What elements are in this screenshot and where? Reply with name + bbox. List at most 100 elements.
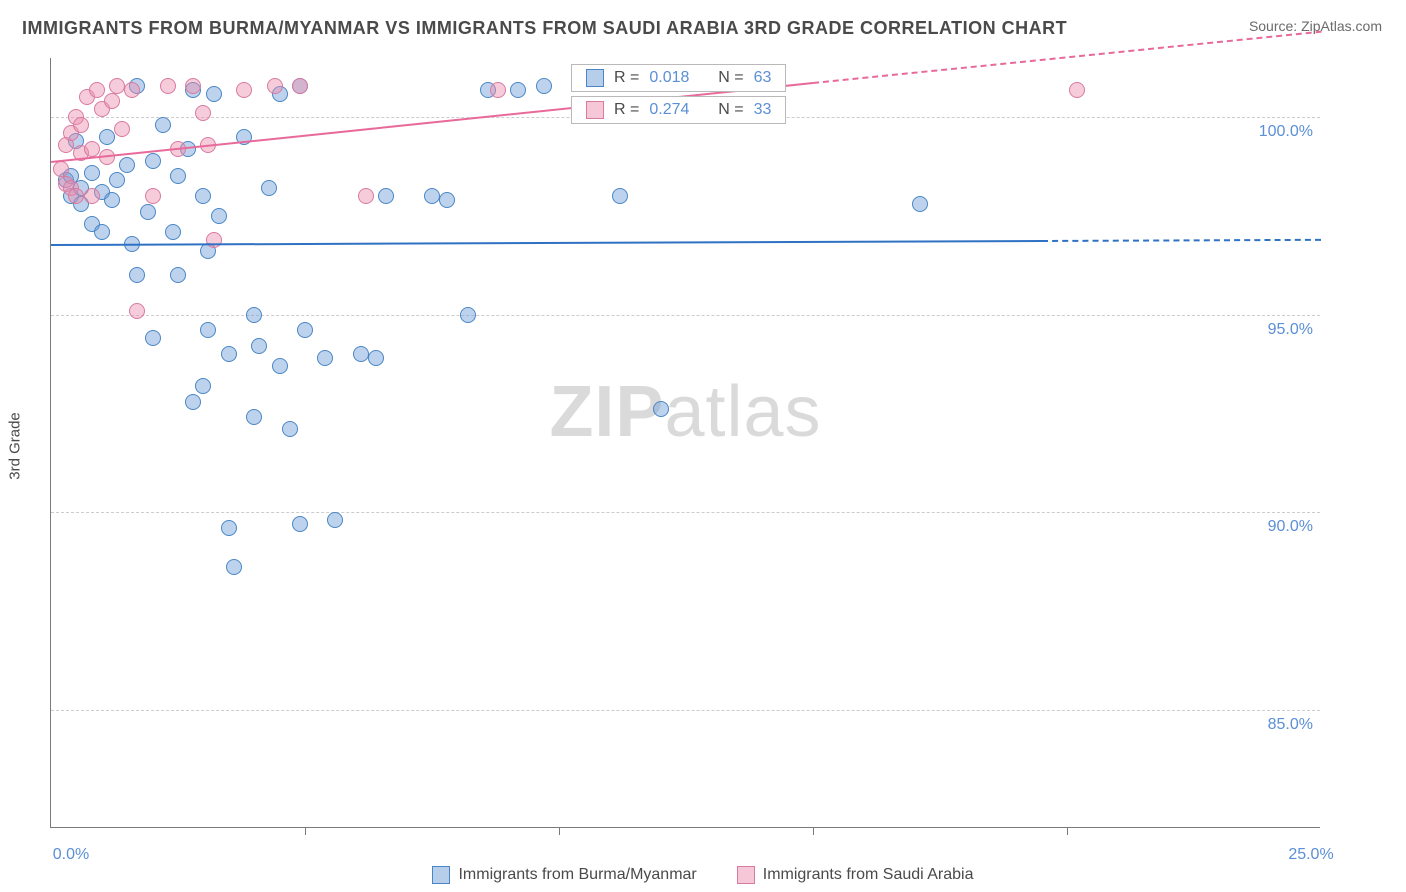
data-point bbox=[297, 322, 313, 338]
chart-container: IMMIGRANTS FROM BURMA/MYANMAR VS IMMIGRA… bbox=[0, 0, 1406, 892]
data-point bbox=[327, 512, 343, 528]
data-point bbox=[292, 516, 308, 532]
data-point bbox=[317, 350, 333, 366]
data-point bbox=[104, 192, 120, 208]
data-point bbox=[460, 307, 476, 323]
data-point bbox=[170, 168, 186, 184]
data-point bbox=[226, 559, 242, 575]
n-value: 33 bbox=[754, 101, 772, 119]
legend-label-saudi: Immigrants from Saudi Arabia bbox=[763, 866, 974, 884]
data-point bbox=[109, 78, 125, 94]
data-point bbox=[424, 188, 440, 204]
legend-item-burma: Immigrants from Burma/Myanmar bbox=[432, 866, 696, 884]
data-point bbox=[104, 93, 120, 109]
source-prefix: Source: bbox=[1249, 18, 1301, 34]
y-axis-label: 3rd Grade bbox=[6, 412, 23, 480]
n-label: N = bbox=[718, 101, 743, 119]
data-point bbox=[185, 78, 201, 94]
n-value: 63 bbox=[754, 69, 772, 87]
data-point bbox=[200, 322, 216, 338]
n-label: N = bbox=[718, 69, 743, 87]
legend-item-saudi: Immigrants from Saudi Arabia bbox=[737, 866, 974, 884]
plot-area: ZIPatlas 85.0%90.0%95.0%100.0%0.0%25.0%R… bbox=[50, 58, 1320, 828]
data-point bbox=[439, 192, 455, 208]
data-point bbox=[211, 208, 227, 224]
data-point bbox=[170, 267, 186, 283]
data-point bbox=[272, 358, 288, 374]
data-point bbox=[129, 303, 145, 319]
swatch-blue-icon bbox=[432, 866, 450, 884]
data-point bbox=[282, 421, 298, 437]
watermark: ZIPatlas bbox=[549, 371, 821, 453]
data-point bbox=[140, 204, 156, 220]
x-tick-label: 0.0% bbox=[53, 846, 89, 864]
data-point bbox=[490, 82, 506, 98]
data-point bbox=[160, 78, 176, 94]
watermark-light: atlas bbox=[664, 372, 821, 452]
r-label: R = bbox=[614, 69, 639, 87]
data-point bbox=[119, 157, 135, 173]
data-point bbox=[246, 307, 262, 323]
legend-label-burma: Immigrants from Burma/Myanmar bbox=[458, 866, 696, 884]
data-point bbox=[145, 153, 161, 169]
data-point bbox=[368, 350, 384, 366]
data-point bbox=[353, 346, 369, 362]
watermark-bold: ZIP bbox=[549, 372, 664, 452]
x-tick-mark bbox=[1067, 827, 1068, 835]
data-point bbox=[221, 346, 237, 362]
data-point bbox=[84, 141, 100, 157]
data-point bbox=[536, 78, 552, 94]
data-point bbox=[358, 188, 374, 204]
data-point bbox=[53, 161, 69, 177]
data-point bbox=[84, 188, 100, 204]
data-point bbox=[109, 172, 125, 188]
data-point bbox=[68, 188, 84, 204]
data-point bbox=[73, 117, 89, 133]
data-point bbox=[145, 330, 161, 346]
r-value: 0.018 bbox=[649, 69, 689, 87]
bottom-legend: Immigrants from Burma/Myanmar Immigrants… bbox=[0, 866, 1406, 884]
data-point bbox=[89, 82, 105, 98]
data-point bbox=[195, 188, 211, 204]
gridline-h bbox=[51, 710, 1320, 711]
data-point bbox=[99, 129, 115, 145]
correlation-legend-row: R = 0.274 N = 33 bbox=[571, 96, 786, 124]
gridline-h bbox=[51, 512, 1320, 513]
y-tick-label: 85.0% bbox=[1243, 716, 1313, 734]
chart-title: IMMIGRANTS FROM BURMA/MYANMAR VS IMMIGRA… bbox=[22, 18, 1067, 39]
x-tick-mark bbox=[813, 827, 814, 835]
data-point bbox=[251, 338, 267, 354]
data-point bbox=[185, 394, 201, 410]
data-point bbox=[378, 188, 394, 204]
y-tick-label: 95.0% bbox=[1243, 321, 1313, 339]
data-point bbox=[1069, 82, 1085, 98]
data-point bbox=[261, 180, 277, 196]
data-point bbox=[195, 378, 211, 394]
data-point bbox=[129, 267, 145, 283]
data-point bbox=[114, 121, 130, 137]
swatch-blue-icon bbox=[586, 69, 604, 87]
data-point bbox=[912, 196, 928, 212]
data-point bbox=[221, 520, 237, 536]
swatch-pink-icon bbox=[586, 101, 604, 119]
gridline-h bbox=[51, 315, 1320, 316]
data-point bbox=[145, 188, 161, 204]
data-point bbox=[124, 82, 140, 98]
y-tick-label: 100.0% bbox=[1243, 123, 1313, 141]
data-point bbox=[206, 86, 222, 102]
data-point bbox=[94, 224, 110, 240]
data-point bbox=[84, 165, 100, 181]
data-point bbox=[292, 78, 308, 94]
swatch-pink-icon bbox=[737, 866, 755, 884]
correlation-legend-row: R = 0.018 N = 63 bbox=[571, 64, 786, 92]
data-point bbox=[165, 224, 181, 240]
r-label: R = bbox=[614, 101, 639, 119]
data-point bbox=[195, 105, 211, 121]
x-tick-mark bbox=[559, 827, 560, 835]
trend-line bbox=[51, 240, 1042, 246]
r-value: 0.274 bbox=[649, 101, 689, 119]
data-point bbox=[612, 188, 628, 204]
y-tick-label: 90.0% bbox=[1243, 518, 1313, 536]
trend-line bbox=[1042, 238, 1321, 241]
data-point bbox=[155, 117, 171, 133]
